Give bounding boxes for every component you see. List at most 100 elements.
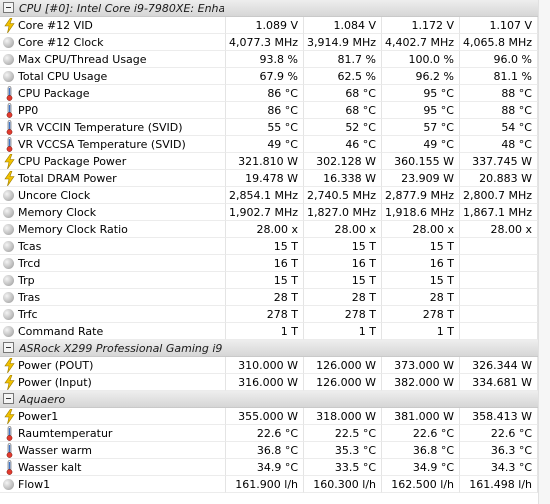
sensor-row[interactable]: Trfc 278 T 278 T 278 T [0,306,550,323]
current-value: 310.000 W [226,357,304,374]
average-value [460,323,538,340]
circle-gauge-icon [3,190,14,201]
sensor-row[interactable]: VR VCCSA Temperature (SVID) 49 °C 46 °C 49 … [0,136,550,153]
average-value: 358.413 W [460,408,538,425]
average-value: 326.344 W [460,357,538,374]
circle-gauge-icon [3,479,14,490]
sensor-row[interactable]: Total DRAM Power 19.478 W 16.338 W 23.909 W… [0,170,550,187]
sensor-label: Max CPU/Thread Usage [18,53,147,66]
sensor-label: Command Rate [18,325,104,338]
bolt-icon [4,375,15,390]
sensor-row[interactable]: Memory Clock 1,902.7 MHz 1,827.0 MHz 1,918.… [0,204,550,221]
average-value: 36.3 °C [460,442,538,459]
thermometer-icon [4,86,15,101]
sensor-row[interactable]: Trp 15 T 15 T 15 T [0,272,550,289]
sensor-label: Tcas [18,240,42,253]
bolt-icon [4,18,15,33]
bolt-icon [4,358,15,373]
average-value: 54 °C [460,119,538,136]
collapse-icon[interactable] [3,393,14,404]
sensor-row[interactable]: Trcd 16 T 16 T 16 T [0,255,550,272]
sensor-row[interactable]: Flow1 161.900 l/h 160.300 l/h 162.500 l/h 16… [0,476,550,493]
minimum-value: 33.5 °C [304,459,382,476]
sensor-row[interactable]: Core #12 Clock 4,077.3 MHz 3,914.9 MHz 4,40… [0,34,550,51]
sensor-label-cell: CPU Package Power [0,153,226,170]
current-value: 16 T [226,255,304,272]
average-value: 161.498 l/h [460,476,538,493]
vertical-scrollbar[interactable] [538,0,550,504]
sensor-label-cell: PP0 [0,102,226,119]
current-value: 2,854.1 MHz [226,187,304,204]
sensor-row[interactable]: Uncore Clock 2,854.1 MHz 2,740.5 MHz 2,877.… [0,187,550,204]
sensor-row[interactable]: VR VCCIN Temperature (SVID) 55 °C 52 °C 57 … [0,119,550,136]
sensor-row[interactable]: Tcas 15 T 15 T 15 T [0,238,550,255]
circle-gauge-icon [3,54,14,65]
sensor-label: Memory Clock Ratio [18,223,128,236]
sensor-label-cell: Core #12 Clock [0,34,226,51]
maximum-value: 382.000 W [382,374,460,391]
average-value [460,238,538,255]
minimum-value: 160.300 l/h [304,476,382,493]
minimum-value: 46 °C [304,136,382,153]
current-value: 355.000 W [226,408,304,425]
current-value: 49 °C [226,136,304,153]
sensor-row[interactable]: CPU Package Power 321.810 W 302.128 W 360.1… [0,153,550,170]
sensor-row[interactable]: Tras 28 T 28 T 28 T [0,289,550,306]
minimum-value: 62.5 % [304,68,382,85]
average-value: 81.1 % [460,68,538,85]
sensor-label: VR VCCIN Temperature (SVID) [18,121,183,134]
circle-gauge-icon [3,326,14,337]
collapse-icon[interactable] [3,342,14,353]
sensor-label-cell: Command Rate [0,323,226,340]
sensor-row[interactable]: Max CPU/Thread Usage 93.8 % 81.7 % 100.0 % 9… [0,51,550,68]
maximum-value: 1 T [382,323,460,340]
average-value: 48 °C [460,136,538,153]
sensor-label: CPU Package Power [18,155,127,168]
current-value: 321.810 W [226,153,304,170]
maximum-value: 34.9 °C [382,459,460,476]
sensor-label-cell: Max CPU/Thread Usage [0,51,226,68]
circle-gauge-icon [3,37,14,48]
current-value: 278 T [226,306,304,323]
sensor-section-header[interactable]: CPU [#0]: Intel Core i9-7980XE: Enhan... [0,0,550,17]
circle-gauge-icon [3,275,14,286]
sensor-section-header[interactable]: Aquaero [0,391,550,408]
circle-gauge-icon [3,309,14,320]
sensor-row[interactable]: Total CPU Usage 67.9 % 62.5 % 96.2 % 81.1 % [0,68,550,85]
sensor-label: Trcd [18,257,41,270]
thermometer-icon [4,443,15,458]
current-value: 36.8 °C [226,442,304,459]
minimum-value: 126.000 W [304,357,382,374]
current-value: 28.00 x [226,221,304,238]
maximum-value: 49 °C [382,136,460,153]
sensor-row[interactable]: PP0 86 °C 68 °C 95 °C 88 °C [0,102,550,119]
sensor-row[interactable]: Wasser warm 36.8 °C 35.3 °C 36.8 °C 36.3 °C [0,442,550,459]
sensor-row[interactable]: Raumtemperatur 22.6 °C 22.5 °C 22.6 °C 22.6 … [0,425,550,442]
sensor-row[interactable]: Power (Input) 316.000 W 126.000 W 382.000 W… [0,374,550,391]
sensor-label-cell: Memory Clock [0,204,226,221]
sensor-row[interactable]: Power1 355.000 W 318.000 W 381.000 W 358.413… [0,408,550,425]
average-value [460,255,538,272]
current-value: 19.478 W [226,170,304,187]
sensor-label-cell: Power (POUT) [0,357,226,374]
sensor-label-cell: VR VCCIN Temperature (SVID) [0,119,226,136]
section-title: CPU [#0]: Intel Core i9-7980XE: Enhan... [19,2,224,15]
circle-gauge-icon [3,207,14,218]
maximum-value: 36.8 °C [382,442,460,459]
sensor-section-header[interactable]: ASRock X299 Professional Gaming i9 XE... [0,340,550,357]
collapse-icon[interactable] [3,2,14,13]
maximum-value: 4,402.7 MHz [382,34,460,51]
circle-gauge-icon [3,292,14,303]
thermometer-icon [4,426,15,441]
current-value: 55 °C [226,119,304,136]
sensor-label: Total DRAM Power [18,172,117,185]
sensor-row[interactable]: Core #12 VID 1.089 V 1.084 V 1.172 V 1.107 V [0,17,550,34]
sensor-label-cell: Flow1 [0,476,226,493]
sensor-row[interactable]: Wasser kalt 34.9 °C 33.5 °C 34.9 °C 34.3 °C [0,459,550,476]
maximum-value: 1,918.6 MHz [382,204,460,221]
sensor-row[interactable]: CPU Package 86 °C 68 °C 95 °C 88 °C [0,85,550,102]
maximum-value: 95 °C [382,102,460,119]
